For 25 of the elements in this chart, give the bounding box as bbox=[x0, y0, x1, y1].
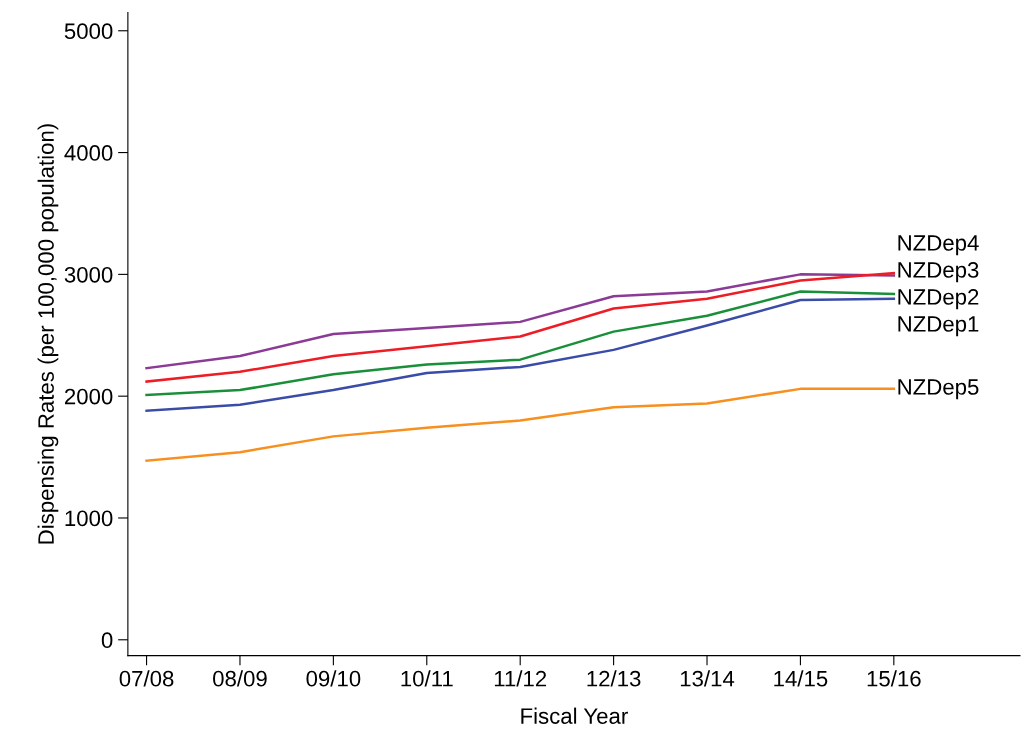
y-tick-label: 3000 bbox=[64, 266, 113, 283]
y-tick-label: 4000 bbox=[64, 145, 113, 161]
x-tick-label: 08/09 bbox=[213, 670, 267, 687]
x-tick-label: 13/14 bbox=[680, 670, 735, 687]
series-label: NZDep2 bbox=[898, 289, 979, 310]
x-tick-label: 07/08 bbox=[119, 670, 174, 687]
line-series bbox=[145, 290, 896, 397]
y-axis-title: Dispensing Rates (per 100,000 population) bbox=[37, 124, 59, 544]
x-tick-label: 10/11 bbox=[401, 670, 453, 687]
series-label: NZDep1 bbox=[898, 316, 979, 337]
x-tick-label: 09/10 bbox=[306, 670, 361, 687]
y-tick-label: 1000 bbox=[65, 510, 113, 527]
y-tick-label: 2000 bbox=[64, 388, 113, 405]
x-axis-title: Fiscal Year bbox=[521, 707, 628, 724]
x-tick-label: 14/15 bbox=[774, 670, 828, 687]
series-label: NZDep5 bbox=[898, 379, 979, 400]
series-label: NZDep3 bbox=[898, 262, 979, 283]
y-tick-label: 0 bbox=[101, 632, 113, 649]
x-tick-label: 11/12 bbox=[494, 670, 547, 687]
line-series bbox=[145, 387, 896, 462]
x-tick-label: 12/13 bbox=[587, 670, 641, 687]
x-tick-label: 15/16 bbox=[867, 670, 921, 687]
y-tick-label: 5000 bbox=[64, 23, 113, 40]
series-label: NZDep4 bbox=[898, 235, 979, 256]
line-series bbox=[145, 297, 896, 413]
